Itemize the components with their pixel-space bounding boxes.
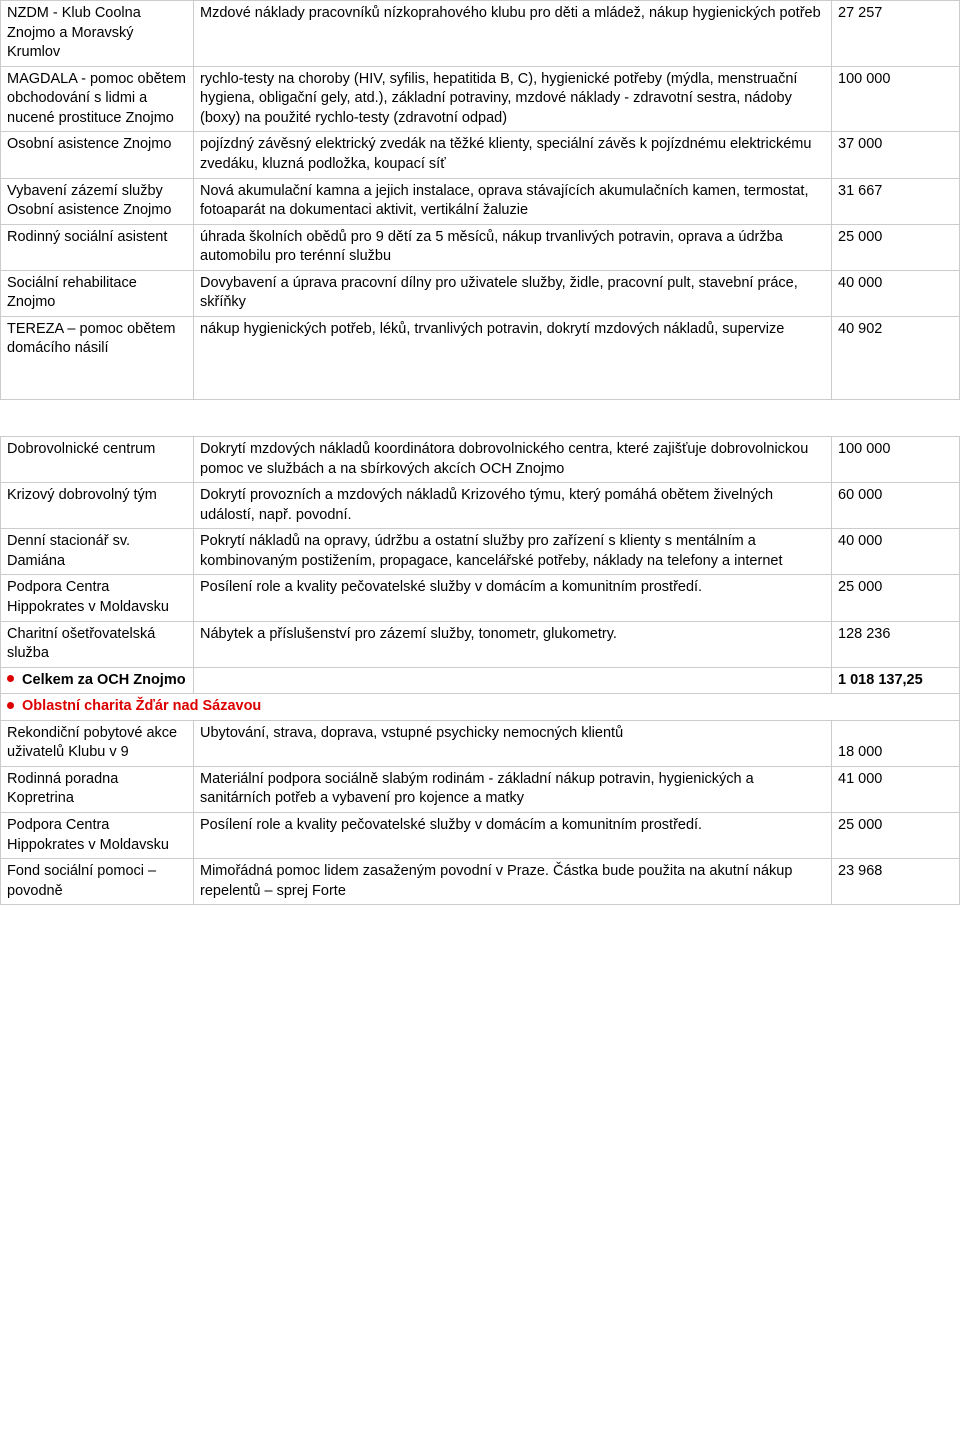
project-name: Fond sociální pomoci – povodně	[1, 859, 194, 905]
project-description: Mzdové náklady pracovníků nízkoprahového…	[194, 1, 832, 67]
project-description: Dokrytí provozních a mzdových nákladů Kr…	[194, 483, 832, 529]
project-name: NZDM - Klub Coolna Znojmo a Moravský Kru…	[1, 1, 194, 67]
project-amount: 40 902	[832, 316, 960, 399]
project-amount: 40 000	[832, 529, 960, 575]
project-name: Podpora Centra Hippokrates v Moldavsku	[1, 813, 194, 859]
project-description: Ubytování, strava, doprava, vstupné psyc…	[194, 720, 832, 766]
project-name: MAGDALA - pomoc obětem obchodování s lid…	[1, 66, 194, 132]
total-label: Celkem za OCH Znojmo	[1, 667, 194, 694]
project-name: Charitní ošetřovatelská služba	[1, 621, 194, 667]
project-description: úhrada školních obědů pro 9 dětí za 5 mě…	[194, 224, 832, 270]
project-amount: 25 000	[832, 224, 960, 270]
section-header-row: Oblastní charita Žďár nad Sázavou	[1, 694, 960, 721]
total-amount: 1 018 137,25	[832, 667, 960, 694]
project-description: Pokrytí nákladů na opravy, údržbu a osta…	[194, 529, 832, 575]
project-amount: 100 000	[832, 437, 960, 483]
project-description: nákup hygienických potřeb, léků, trvanli…	[194, 316, 832, 399]
bullet-icon	[7, 675, 14, 682]
project-amount: 23 968	[832, 859, 960, 905]
project-name: Podpora Centra Hippokrates v Moldavsku	[1, 575, 194, 621]
table-row: Rodinná poradna KopretrinaMateriální pod…	[1, 766, 960, 812]
project-description: Nová akumulační kamna a jejich instalace…	[194, 178, 832, 224]
project-amount: 60 000	[832, 483, 960, 529]
project-description: Posílení role a kvality pečovatelské slu…	[194, 575, 832, 621]
project-description: Nábytek a příslušenství pro zázemí služb…	[194, 621, 832, 667]
project-description: Posílení role a kvality pečovatelské slu…	[194, 813, 832, 859]
project-amount: 40 000	[832, 270, 960, 316]
project-description: Materiální podpora sociálně slabým rodin…	[194, 766, 832, 812]
funding-table: NZDM - Klub Coolna Znojmo a Moravský Kru…	[0, 0, 960, 905]
project-description: Mimořádná pomoc lidem zasaženým povodní …	[194, 859, 832, 905]
table-row: Dobrovolnické centrumDokrytí mzdových ná…	[1, 437, 960, 483]
project-amount: 27 257	[832, 1, 960, 67]
table-row: TEREZA – pomoc obětem domácího násilínák…	[1, 316, 960, 399]
project-description: pojízdný závěsný elektrický zvedák na tě…	[194, 132, 832, 178]
project-name: Rekondiční pobytové akce uživatelů Klubu…	[1, 720, 194, 766]
section-header: Oblastní charita Žďár nad Sázavou	[1, 694, 960, 721]
table-row: Krizový dobrovolný týmDokrytí provozních…	[1, 483, 960, 529]
project-amount: 25 000	[832, 575, 960, 621]
project-description: Dokrytí mzdových nákladů koordinátora do…	[194, 437, 832, 483]
project-amount: 100 000	[832, 66, 960, 132]
project-description: rychlo-testy na choroby (HIV, syfilis, h…	[194, 66, 832, 132]
project-name: TEREZA – pomoc obětem domácího násilí	[1, 316, 194, 399]
table-row: Denní stacionář sv. DamiánaPokrytí nákla…	[1, 529, 960, 575]
table-row: Podpora Centra Hippokrates v MoldavskuPo…	[1, 813, 960, 859]
table-row: Rodinný sociální asistentúhrada školních…	[1, 224, 960, 270]
project-name: Krizový dobrovolný tým	[1, 483, 194, 529]
project-name: Osobní asistence Znojmo	[1, 132, 194, 178]
table-row: Podpora Centra Hippokrates v MoldavskuPo…	[1, 575, 960, 621]
table-row: MAGDALA - pomoc obětem obchodování s lid…	[1, 66, 960, 132]
project-name: Vybavení zázemí služby Osobní asistence …	[1, 178, 194, 224]
table-row: Osobní asistence Znojmopojízdný závěsný …	[1, 132, 960, 178]
project-name: Sociální rehabilitace Znojmo	[1, 270, 194, 316]
project-name: Dobrovolnické centrum	[1, 437, 194, 483]
table-row: Vybavení zázemí služby Osobní asistence …	[1, 178, 960, 224]
project-amount: 37 000	[832, 132, 960, 178]
project-description: Dovybavení a úprava pracovní dílny pro u…	[194, 270, 832, 316]
project-amount: 25 000	[832, 813, 960, 859]
project-name: Rodinná poradna Kopretrina	[1, 766, 194, 812]
project-name: Rodinný sociální asistent	[1, 224, 194, 270]
project-name: Denní stacionář sv. Damiána	[1, 529, 194, 575]
total-row: Celkem za OCH Znojmo 1 018 137,25	[1, 667, 960, 694]
project-amount: 128 236	[832, 621, 960, 667]
table-row: Sociální rehabilitace ZnojmoDovybavení a…	[1, 270, 960, 316]
project-amount: 18 000	[832, 720, 960, 766]
table-row: NZDM - Klub Coolna Znojmo a Moravský Kru…	[1, 1, 960, 67]
table-row: Charitní ošetřovatelská službaNábytek a …	[1, 621, 960, 667]
table-row: Rekondiční pobytové akce uživatelů Klubu…	[1, 720, 960, 766]
table-row: Fond sociální pomoci – povodněMimořádná …	[1, 859, 960, 905]
project-amount: 31 667	[832, 178, 960, 224]
project-amount: 41 000	[832, 766, 960, 812]
bullet-icon	[7, 702, 14, 709]
